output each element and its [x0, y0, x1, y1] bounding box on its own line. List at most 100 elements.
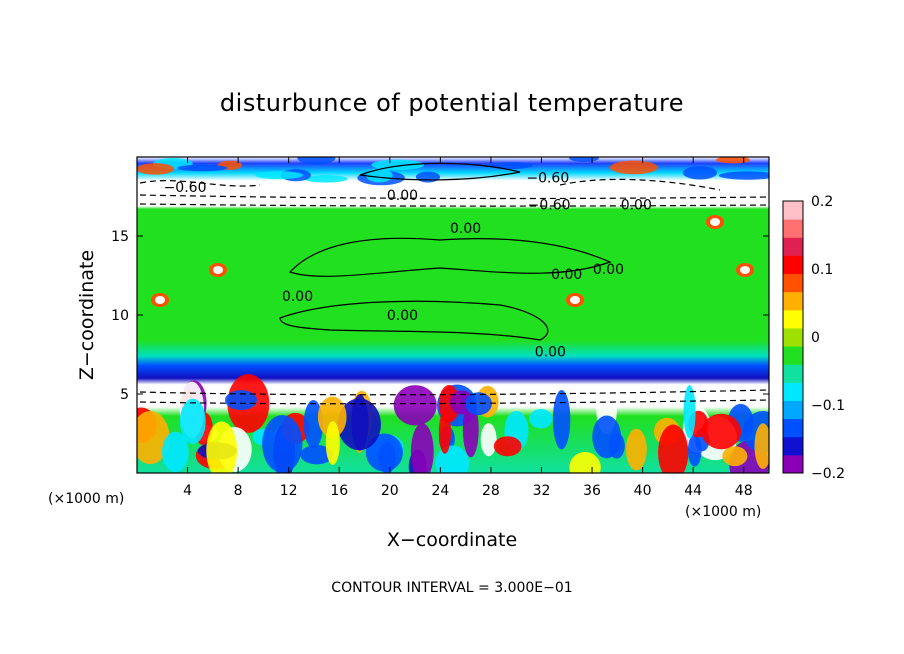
field-blob — [303, 400, 324, 449]
field-blob — [371, 159, 425, 171]
field-blob — [435, 445, 470, 473]
field-blob — [529, 409, 553, 429]
contour-label: 0.00 — [535, 344, 566, 360]
x-unit-label: (×1000 m) — [685, 504, 761, 520]
field-blob — [493, 436, 522, 457]
y-tick-label: 5 — [120, 387, 129, 403]
contour-line — [279, 300, 549, 341]
field-blob — [462, 401, 479, 458]
colorbar-tick-label: 0 — [811, 330, 820, 346]
colorbar-tick-label: 0.2 — [811, 194, 833, 210]
x-tick-label: 28 — [482, 483, 500, 499]
contour-label: 0.00 — [450, 221, 481, 237]
x-axis: 4 8 12 16 20 24 28 32 36 40 44 48 — [183, 157, 753, 499]
field-blob — [682, 166, 718, 180]
y-tick-label: 10 — [111, 308, 129, 324]
colorbar-swatch — [783, 255, 803, 275]
colorbar-swatch — [783, 309, 803, 329]
x-axis-label: X−coordinate — [387, 529, 517, 551]
x-tick-label: 20 — [381, 483, 399, 499]
field-blob — [137, 163, 175, 175]
field-blob — [317, 396, 347, 438]
field-blob — [213, 266, 223, 274]
field-blob — [740, 266, 750, 274]
colorbar-swatch — [783, 346, 803, 365]
x-tick-label: 12 — [280, 483, 298, 499]
field-blob — [715, 157, 751, 164]
x-tick-label: 44 — [684, 483, 702, 499]
y-axis: 5 10 15 — [111, 229, 769, 403]
colorbar-swatch — [783, 291, 803, 311]
contour-label: −0.60 — [528, 197, 571, 213]
y-axis-label: Z−coordinate — [76, 250, 98, 380]
x-tick-label: 40 — [634, 483, 652, 499]
field-blob — [609, 160, 658, 175]
field-blob — [255, 171, 303, 180]
colorbar-swatch — [783, 436, 803, 456]
field-blob — [570, 296, 580, 304]
field-blob — [297, 157, 336, 165]
field-blob — [552, 389, 571, 450]
contour-label: 0.00 — [621, 197, 652, 213]
colorbar-tick-label: −0.2 — [811, 466, 845, 482]
colorbar-swatch — [783, 219, 803, 238]
chart-title: disturbunce of potential temperature — [220, 89, 684, 117]
colorbar-swatch — [783, 454, 803, 474]
contour-line — [139, 180, 261, 187]
contour-labels: −0.60 −0.60 0.00 −0.60 0.00 0.00 0.00 0.00 0.00 0… — [164, 171, 652, 361]
colorbar-swatch — [783, 201, 803, 220]
colorbar-frame — [782, 200, 804, 474]
field-blob — [701, 413, 742, 450]
x-tick-label: 48 — [735, 483, 753, 499]
field-blob — [393, 385, 437, 426]
contour-label: 0.00 — [282, 289, 313, 305]
field-blob — [378, 442, 396, 473]
contour-label: 0.00 — [551, 267, 582, 283]
colorbar-swatch — [783, 273, 803, 293]
contour-lines — [139, 162, 769, 405]
contour-label: −0.60 — [526, 171, 569, 187]
field-blob — [365, 168, 393, 183]
contour-line — [139, 399, 769, 405]
colorbar-swatch — [783, 327, 803, 347]
contour-line — [139, 389, 769, 396]
field-blob — [179, 398, 206, 445]
contour-label: 0.00 — [387, 308, 418, 324]
x-tick-label: 32 — [533, 483, 551, 499]
colorbar-swatch — [783, 382, 803, 401]
field-blob — [625, 428, 647, 471]
field-blob — [438, 410, 451, 454]
field-blob — [206, 421, 238, 473]
y-tick-label: 15 — [111, 229, 129, 245]
contour-line — [139, 203, 769, 207]
field-blob — [300, 445, 334, 465]
x-tick-label: 36 — [583, 483, 601, 499]
contour-interval-note: CONTOUR INTERVAL = 3.000E−01 — [331, 580, 572, 596]
field-blob — [262, 415, 303, 473]
field-blob — [480, 423, 497, 457]
field-blob — [754, 423, 769, 470]
contour-line — [359, 162, 521, 181]
plot-area — [137, 157, 769, 473]
colorbar-swatch — [783, 400, 803, 420]
colorbar-swatch — [783, 418, 803, 438]
field-blob — [415, 171, 441, 183]
contour-line — [139, 194, 769, 200]
contour-label: 0.00 — [593, 262, 624, 278]
contour-line — [288, 237, 612, 277]
field-blob — [592, 415, 622, 459]
field-blob — [710, 218, 720, 226]
field-blob — [569, 157, 599, 162]
field-blob — [487, 162, 533, 170]
field-blob — [155, 296, 165, 304]
field-blob — [718, 171, 769, 180]
x-tick-label: 16 — [330, 483, 348, 499]
x-tick-label: 24 — [431, 483, 449, 499]
z-unit-label: (×1000 m) — [48, 491, 124, 507]
field-blob — [177, 164, 228, 172]
contour-label: −0.60 — [164, 180, 207, 196]
field-blob — [225, 390, 258, 410]
contour-label: 0.00 — [387, 188, 418, 204]
colorbar — [783, 201, 803, 474]
